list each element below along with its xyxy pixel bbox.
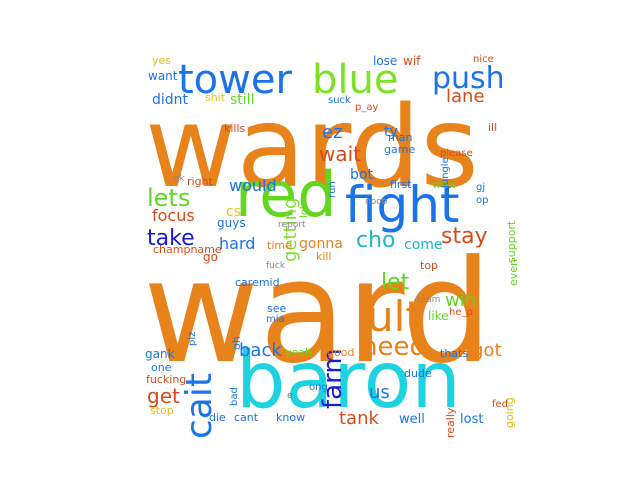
word-back: back xyxy=(239,340,282,361)
word-first: first xyxy=(390,178,412,191)
word-see: see xyxy=(267,302,287,315)
word-hard: hard xyxy=(219,234,256,253)
word-p-ay: p_ay xyxy=(355,102,379,113)
word-fed: fed xyxy=(492,399,509,410)
word-run: run xyxy=(327,181,338,198)
word-wif: wif xyxy=(403,54,421,68)
word-stop: stop xyxy=(150,404,174,417)
word-red: red xyxy=(235,158,337,231)
word-right: right xyxy=(187,175,213,188)
word-he-p: he_p xyxy=(449,307,473,318)
word-bad: bad xyxy=(229,387,240,406)
word-caremid: caremid xyxy=(235,276,280,289)
word-need: need xyxy=(361,332,426,362)
word-ez: ez xyxy=(322,122,343,143)
word-please: please xyxy=(440,148,473,159)
word-would: would xyxy=(229,176,277,195)
word-noob: noob xyxy=(365,197,388,207)
word-really: really xyxy=(444,407,457,438)
word-like: like xyxy=(428,309,449,323)
word-gank: gank xyxy=(145,347,175,361)
word-die: die xyxy=(209,411,226,424)
word-cant: cant xyxy=(234,411,259,424)
word-bot: bot xyxy=(350,167,373,183)
word-cait: cait xyxy=(179,373,220,439)
word-mia: mia xyxy=(266,314,285,325)
word-wow: wow xyxy=(432,178,457,191)
word-ward: ward xyxy=(143,230,493,395)
word-op: op xyxy=(476,195,489,206)
word-support: support xyxy=(505,220,518,264)
word-even: even xyxy=(507,259,520,287)
word-go: go xyxy=(203,250,218,264)
word-time: time xyxy=(267,239,292,252)
word-lol: lol xyxy=(299,206,310,218)
word-lost: lost xyxy=(460,412,484,427)
word-got: got xyxy=(472,340,502,361)
word-ty: ty xyxy=(384,124,398,140)
word-thats: thats xyxy=(440,347,469,360)
word-man: man xyxy=(388,131,413,144)
word-champname: champname xyxy=(153,243,222,256)
word-want: want xyxy=(148,69,178,83)
word-let: let xyxy=(381,270,410,295)
word-report: report xyxy=(278,220,306,230)
word-us: us xyxy=(369,382,390,403)
word-yeah: yeah xyxy=(285,346,312,359)
word-oh: oh xyxy=(230,336,243,351)
word-kill: kill xyxy=(316,250,332,263)
word-well: well xyxy=(399,412,425,427)
word-top: top xyxy=(420,259,439,272)
word-suck: suck xyxy=(328,95,351,106)
word-yes: yes xyxy=(152,54,172,67)
word-lane: lane xyxy=(446,86,485,107)
word-jungle: jungle xyxy=(440,157,451,188)
word-know: know xyxy=(276,411,306,424)
word-e: e xyxy=(287,391,293,401)
word-lose: lose xyxy=(373,54,398,68)
word-fuck: fuck xyxy=(266,261,286,271)
word-one: one xyxy=(151,361,172,374)
word-game: game xyxy=(384,143,416,156)
word-ill: ill xyxy=(488,121,498,134)
word-wards: wards xyxy=(145,83,479,213)
word-wait: wait xyxy=(319,142,362,166)
word-cs: cs xyxy=(226,204,241,220)
word-cloud: wards ward baron red fight tower blue push ult ca… xyxy=(143,43,520,439)
word-guys: guys xyxy=(217,216,246,230)
word-ok: ok xyxy=(174,174,185,184)
word-get: get xyxy=(147,384,180,408)
word-tower: tower xyxy=(178,57,292,103)
word-fucking: fucking xyxy=(146,373,187,386)
word-plz: plz xyxy=(187,331,198,346)
word-gonna: gonna xyxy=(299,236,343,252)
word-team: team xyxy=(417,295,441,305)
word-come: come xyxy=(404,237,443,253)
word-dude: dude xyxy=(404,367,432,380)
word-focus: focus xyxy=(152,206,195,225)
word-fight: fight xyxy=(345,176,460,234)
word-good: good xyxy=(327,346,355,359)
word-tank: tank xyxy=(339,408,379,429)
word-shit: shit xyxy=(205,91,226,104)
word-cho: cho xyxy=(356,228,396,253)
word-still: still xyxy=(230,92,255,108)
word-kills: kills xyxy=(224,122,246,135)
word-win: win xyxy=(445,290,477,311)
word-ult: ult xyxy=(367,292,422,341)
word-stay: stay xyxy=(441,224,488,249)
word-baron: baron xyxy=(236,336,461,426)
word-take: take xyxy=(147,226,195,251)
word-ong: ong xyxy=(309,382,328,393)
word-blue: blue xyxy=(312,57,399,103)
word-gj: gj xyxy=(476,182,486,193)
word-nice: nice xyxy=(473,54,494,65)
word-lets: lets xyxy=(147,184,191,212)
word-didnt: didnt xyxy=(152,92,189,108)
word-push: push xyxy=(432,61,505,96)
